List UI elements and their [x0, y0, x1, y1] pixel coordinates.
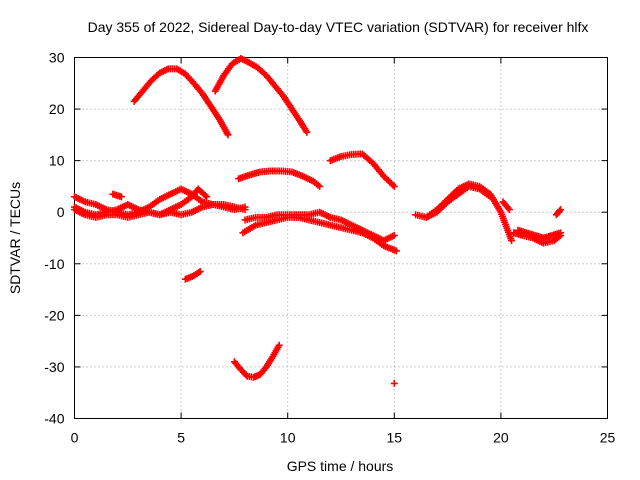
y-axis-label: SDTVAR / TECUs: [7, 182, 23, 294]
x-tick-label: 10: [280, 430, 296, 446]
y-tick-label: 20: [49, 101, 65, 117]
series-arc-g: [71, 200, 249, 221]
series-arc-m: [514, 226, 565, 242]
data-point: [201, 191, 209, 199]
series-arc-n: [230, 341, 283, 381]
series-seg-b: [499, 198, 513, 214]
series-arc-b: [211, 55, 311, 136]
data-point: [224, 131, 232, 139]
plot-frame: [74, 57, 608, 419]
data-point: [390, 379, 398, 387]
y-tick-label: -30: [44, 359, 64, 375]
data-point: [203, 193, 211, 201]
data-point: [117, 193, 125, 201]
y-tick-label: -20: [44, 307, 64, 323]
data-point: [508, 237, 516, 245]
data-point: [392, 247, 400, 255]
series-arc-d: [326, 150, 398, 190]
x-tick-label: 25: [600, 430, 616, 446]
data-point: [303, 128, 311, 136]
data-point: [389, 181, 397, 189]
data-point: [390, 231, 398, 239]
data-point: [486, 193, 494, 201]
y-tick-label: 10: [49, 153, 65, 169]
x-tick-label: 0: [71, 430, 79, 446]
x-axis-label: GPS time / hours: [287, 458, 394, 474]
series-seg-a: [181, 268, 204, 283]
chart-title: Day 355 of 2022, Sidereal Day-to-day VTE…: [88, 19, 589, 35]
series-arc-a: [130, 65, 232, 139]
y-tick-label: -40: [44, 411, 64, 427]
series-seg-c: [552, 206, 565, 219]
data-point: [557, 206, 565, 214]
series-arc-i: [239, 213, 400, 255]
data-point: [556, 207, 564, 215]
y-tick-label: 0: [57, 204, 65, 220]
y-tick-label: -10: [44, 256, 64, 272]
series-point-a: [390, 379, 398, 387]
data-point: [316, 182, 324, 190]
series-arc-k: [412, 182, 494, 221]
x-tick-label: 5: [177, 430, 185, 446]
axis-ticks: 0 5 10 15 20 25 -40 -30 -20 -10 0 10 20 30: [44, 50, 615, 446]
series-arc-c: [235, 167, 324, 190]
data-point: [390, 182, 398, 190]
data-point: [241, 206, 249, 214]
data-point: [196, 268, 204, 276]
data-point: [275, 341, 283, 349]
x-tick-label: 15: [387, 430, 403, 446]
x-tick-label: 20: [493, 430, 509, 446]
y-tick-label: 30: [49, 50, 65, 66]
data-point: [557, 229, 565, 237]
data-point: [505, 206, 513, 214]
series-seg-d: [109, 190, 125, 201]
data-marks: [71, 55, 565, 387]
